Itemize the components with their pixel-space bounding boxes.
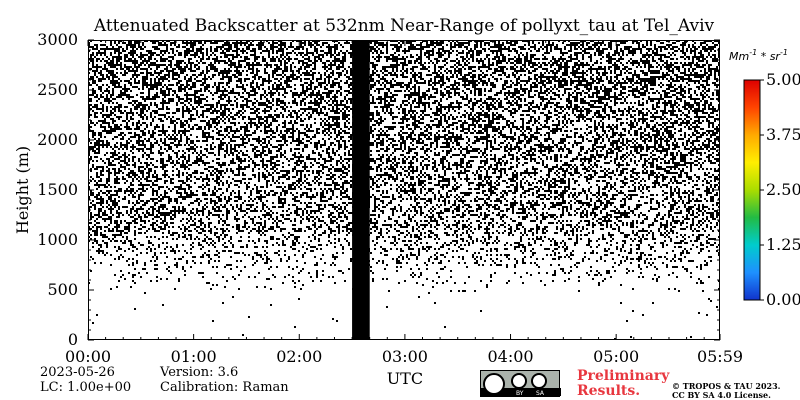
x-tick-label: 00:00 [65, 347, 111, 366]
y-tick-label: 2500 [37, 80, 78, 99]
colorbar: 0.00 1.25 2.50 3.75 5.00 Mm-1 * sr-1 [729, 48, 800, 309]
colorbar-tick-label: 2.50 [766, 180, 800, 199]
x-tick-label: 01:00 [171, 347, 217, 366]
x-tick-label: 03:00 [382, 347, 428, 366]
x-tick-label: 05:59 [697, 347, 743, 366]
colorbar-tick-label: 3.75 [766, 125, 800, 144]
x-tick-label: 04:00 [487, 347, 533, 366]
preliminary-line2: Results. [577, 383, 641, 399]
cc-icon [483, 373, 505, 395]
y-tick-label: 3000 [37, 30, 78, 49]
sa-label: SA [536, 390, 545, 397]
cc-by-sa-icon: BY SA [480, 370, 561, 397]
by-icon [511, 373, 527, 389]
x-axis-label: UTC [387, 369, 423, 388]
cc-badge-strip [481, 388, 561, 396]
by-label: BY [516, 390, 524, 397]
y-tick-label: 0 [68, 330, 78, 349]
noise-pixels [88, 40, 720, 340]
colorbar-gradient [743, 79, 761, 301]
version-label: Version: 3.6 [160, 365, 239, 380]
x-axis: 00:00 01:00 02:00 03:00 04:00 05:00 05:59 [65, 40, 743, 366]
plot-area [88, 40, 720, 340]
date-label: 2023-05-26 [40, 365, 115, 380]
y-tick-label: 1000 [37, 230, 78, 249]
data-gap-bar [352, 40, 370, 340]
calibration-label: Calibration: Raman [160, 380, 289, 395]
y-tick-label: 500 [47, 280, 78, 299]
copyright-line2: CC BY SA 4.0 License. [672, 390, 771, 400]
colorbar-tick-label: 1.25 [766, 235, 800, 254]
backscatter-noise-field [88, 40, 720, 340]
y-tick-label: 2000 [37, 130, 78, 149]
y-tick-label: 1500 [37, 180, 78, 199]
copyright-line1: © TROPOS & TAU 2023. [672, 381, 781, 391]
x-tick-label: 05:00 [593, 347, 639, 366]
y-axis: 0 500 1000 1500 2000 2500 3000 [37, 30, 720, 349]
y-axis-label: Height (m) [13, 146, 32, 234]
colorbar-ticks: 0.00 1.25 2.50 3.75 5.00 [760, 70, 800, 309]
preliminary-line1: Preliminary [577, 368, 670, 384]
colorbar-tick-label: 0.00 [766, 290, 800, 309]
lc-label: LC: 1.00e+00 [40, 380, 132, 395]
chart-title: Attenuated Backscatter at 532nm Near-Ran… [93, 16, 715, 36]
x-tick-label: 02:00 [276, 347, 322, 366]
colorbar-tick-label: 5.00 [766, 70, 800, 89]
sa-icon [531, 373, 547, 389]
colorbar-unit: Mm-1 * sr-1 [729, 48, 788, 63]
